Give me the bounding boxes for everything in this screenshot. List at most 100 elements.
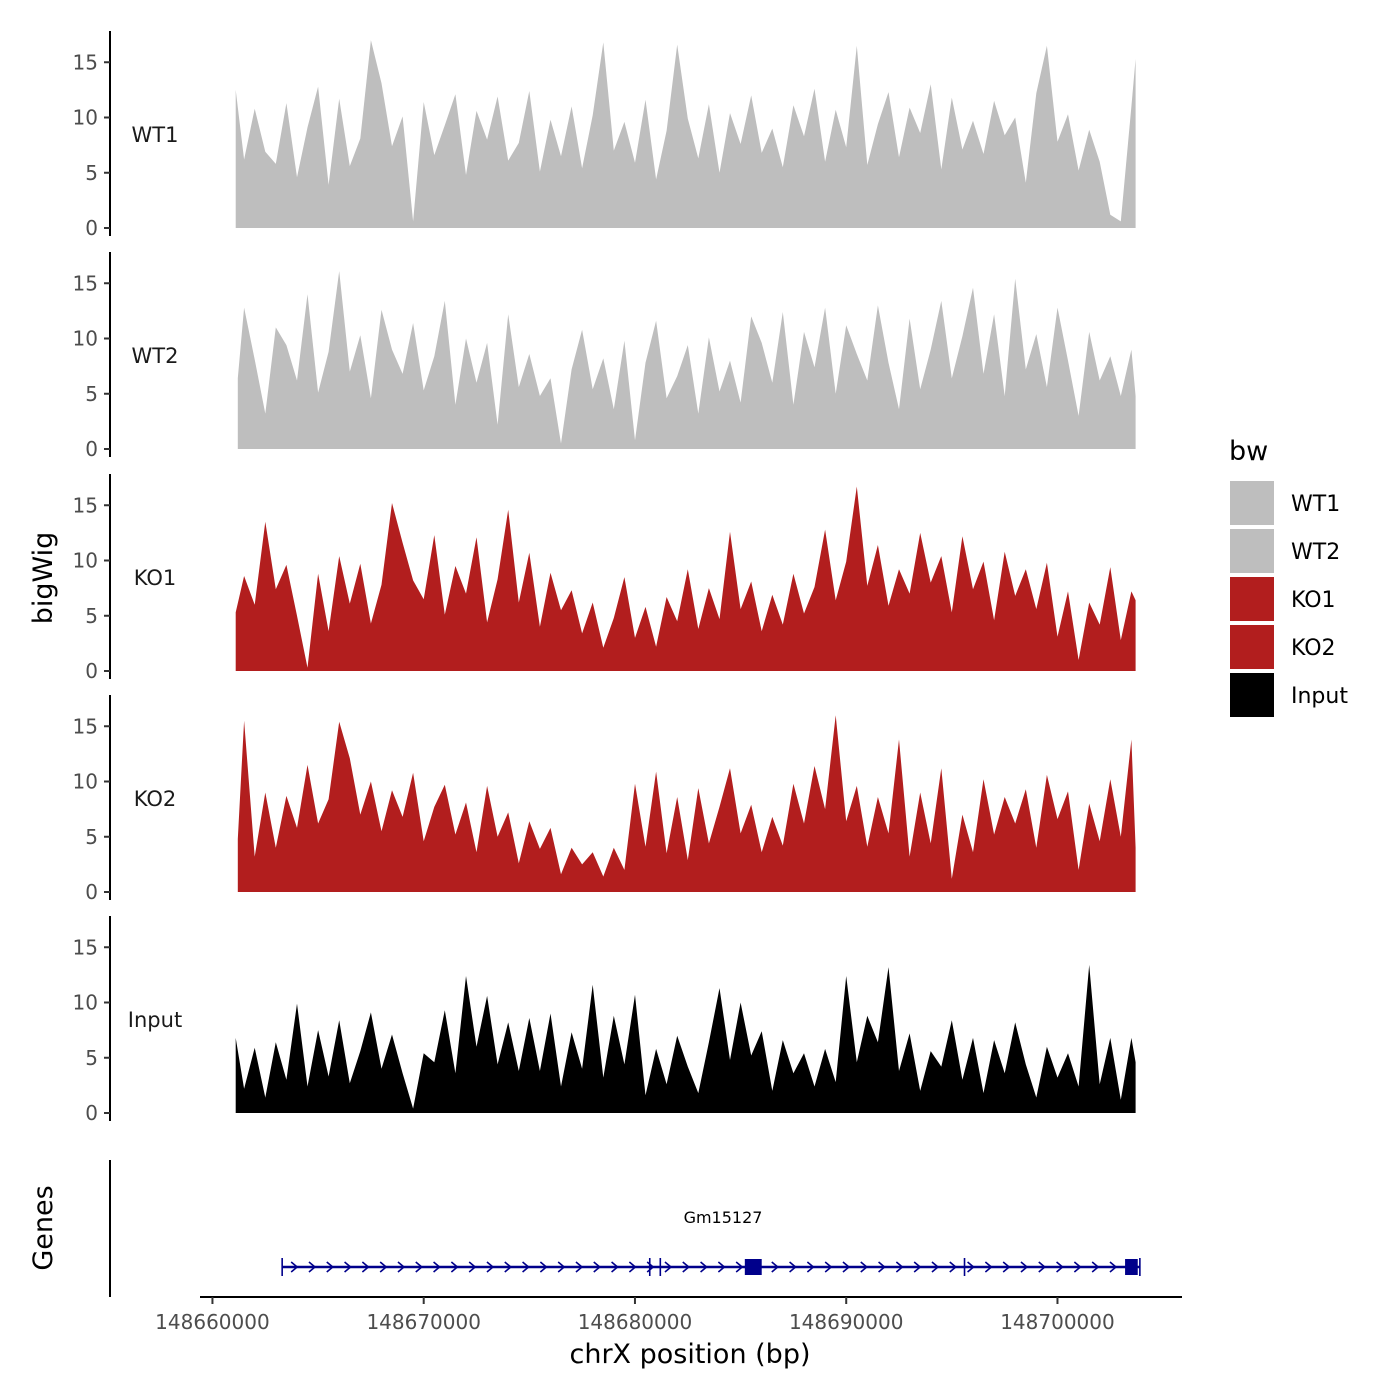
strand-arrow [1073,1261,1082,1273]
legend-label: WT1 [1291,492,1340,517]
genes-axis-title: Genes [28,1185,59,1270]
y-tick-label: 10 [73,770,98,794]
gene-label: Gm15127 [684,1208,763,1227]
y-tick-label: 5 [85,382,98,406]
strand-arrow [611,1261,619,1273]
strand-arrow [949,1261,958,1273]
strand-arrow [539,1261,548,1273]
y-tick-label: 15 [73,714,98,738]
x-axis: 148660000 148670000 148680000 148690000 1487… [155,1296,1182,1334]
strand-arrow [984,1261,993,1273]
strand-arrow [1091,1261,1100,1273]
strand-arrow [700,1261,708,1273]
y-tick-label: 0 [85,659,98,683]
strand-arrow [842,1261,851,1273]
legend-label: KO2 [1291,636,1336,661]
strand-arrow [361,1261,370,1273]
track-label: WT2 [132,344,179,368]
strand-arrow [824,1261,833,1273]
strand-arrow [860,1261,869,1273]
strand-arrow [1002,1261,1011,1273]
track-ko2: 0 5 10 15 KO2 [73,695,1136,904]
y-tick-label: 15 [73,935,98,959]
legend-swatch [1228,623,1276,671]
legend-item-wt2: WT2 [1228,527,1340,575]
strand-arrow [415,1261,424,1273]
y-tick-label: 15 [73,50,98,74]
y-tick-label: 10 [73,549,98,573]
legend-title: bw [1229,436,1268,467]
track-label: Input [128,1008,182,1032]
x-tick-label: 148670000 [366,1310,481,1334]
y-tick-label: 5 [85,161,98,185]
strand-arrow [1038,1261,1047,1273]
y-tick-label: 15 [73,271,98,295]
track-wt2: 0 5 10 15 WT2 [73,252,1136,461]
legend-item-wt1: WT1 [1228,479,1340,527]
y-tick-label: 5 [85,825,98,849]
strand-arrow [326,1261,335,1273]
strand-arrow [504,1261,513,1273]
strand-arrow [290,1261,299,1273]
y-axis-title: bigWig [28,532,59,625]
track-label: KO2 [134,787,177,811]
signal-area-input [235,964,1136,1113]
strand-arrow [379,1261,388,1273]
strand-arrow [557,1261,566,1273]
strand-arrow [735,1261,744,1273]
signal-area-wt1 [235,40,1136,228]
signal-tracks: 0 5 10 15 WT1 0 5 10 15 WT2 0 5 10 15 KO1 0 5 10 15 KO2 0 5 10… [73,31,1136,1125]
x-tick-label: 148690000 [789,1310,904,1334]
strand-arrow [450,1261,459,1273]
strand-arrow [878,1261,886,1273]
legend-label: Input [1291,684,1348,709]
strand-arrow [967,1261,975,1273]
legend-item-ko1: KO1 [1228,575,1336,623]
strand-arrow [397,1261,406,1273]
y-tick-label: 0 [85,216,98,240]
y-tick-label: 5 [85,1046,98,1070]
strand-arrow [628,1261,637,1273]
legend-item-input: Input [1228,671,1348,719]
x-tick-label: 148660000 [155,1310,270,1334]
track-input: 0 5 10 15 Input [73,916,1136,1125]
track-label: KO1 [134,566,177,590]
legend-label: KO1 [1291,588,1336,613]
track-ko1: 0 5 10 15 KO1 [73,474,1136,683]
strand-arrow [308,1261,317,1273]
signal-area-ko2 [237,715,1136,892]
legend-item-ko2: KO2 [1228,623,1336,671]
signal-area-wt2 [237,271,1136,449]
strand-arrow [1056,1261,1064,1273]
y-tick-label: 10 [73,327,98,351]
y-tick-label: 0 [85,437,98,461]
strand-arrow [593,1261,602,1273]
signal-area-ko1 [235,486,1136,671]
x-axis-title: chrX position (bp) [569,1339,810,1370]
y-tick-label: 10 [73,106,98,130]
gene-gm15127: Gm15127 [281,1208,1141,1276]
strand-arrow [344,1261,352,1273]
legend-label: WT2 [1291,540,1340,565]
exon-block [744,1259,762,1275]
strand-arrow [717,1261,726,1273]
strand-arrow [913,1261,922,1273]
legend-swatch [1228,479,1276,527]
strand-arrow [575,1261,584,1273]
y-tick-label: 0 [85,1101,98,1125]
legend-swatch [1228,527,1276,575]
strand-arrow [468,1261,477,1273]
y-tick-label: 0 [85,880,98,904]
strand-arrow [931,1261,940,1273]
strand-arrow [1109,1261,1118,1273]
strand-arrow [806,1261,815,1273]
strand-arrow [522,1261,530,1273]
y-tick-label: 10 [73,991,98,1015]
track-wt1: 0 5 10 15 WT1 [73,31,1136,240]
legend-swatch [1228,671,1276,719]
strand-arrow [486,1261,495,1273]
strand-arrow [789,1261,797,1273]
strand-arrow [682,1261,691,1273]
exon-block [1125,1259,1138,1275]
